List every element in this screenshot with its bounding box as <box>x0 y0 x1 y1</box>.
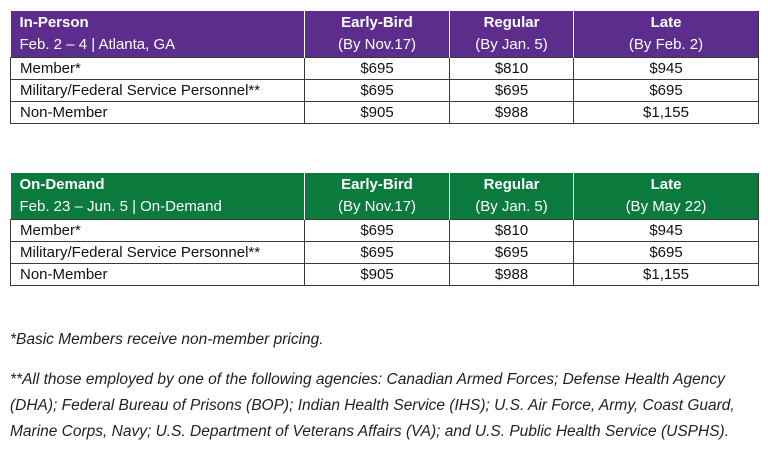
price-cell: $695 <box>304 57 450 80</box>
price-cell: $1,155 <box>573 263 759 286</box>
on-demand-subheading: Feb. 23 – Jun. 5 | On-Demand <box>19 198 222 215</box>
column-title: Late <box>650 14 682 31</box>
row-label: Military/Federal Service Personnel** <box>10 241 305 264</box>
table-row: Military/Federal Service Personnel** $69… <box>10 241 759 264</box>
in-person-pricing-table: In-Person Feb. 2 – 4 | Atlanta, GA Early… <box>10 11 759 124</box>
in-person-subheading: Feb. 2 – 4 | Atlanta, GA <box>19 36 176 53</box>
column-title: Regular <box>483 14 540 31</box>
table-row: Military/Federal Service Personnel** $69… <box>10 79 759 102</box>
regular-header: Regular (By Jan. 5) <box>449 173 574 220</box>
late-header: Late (By Feb. 2) <box>573 11 759 58</box>
price-cell: $1,155 <box>573 101 759 124</box>
column-title: Early-Bird <box>341 176 413 193</box>
price-cell: $695 <box>304 241 450 264</box>
price-cell: $695 <box>304 79 450 102</box>
early-bird-header: Early-Bird (By Nov.17) <box>304 173 450 220</box>
price-cell: $988 <box>449 263 574 286</box>
on-demand-heading: On-Demand <box>19 176 105 193</box>
price-cell: $945 <box>573 57 759 80</box>
column-deadline: (By May 22) <box>625 198 707 215</box>
price-cell: $905 <box>304 101 450 124</box>
table-row: Non-Member $905 $988 $1,155 <box>10 263 759 286</box>
column-title: Regular <box>483 176 540 193</box>
column-title: Early-Bird <box>341 14 413 31</box>
table-row: Member* $695 $810 $945 <box>10 57 759 80</box>
column-deadline: (By Nov.17) <box>337 198 417 215</box>
column-deadline: (By Feb. 2) <box>628 36 704 53</box>
agencies-note: **All those employed by one of the follo… <box>10 371 735 440</box>
price-cell: $695 <box>304 219 450 242</box>
price-cell: $945 <box>573 219 759 242</box>
table-row: Non-Member $905 $988 $1,155 <box>10 101 759 124</box>
row-label: Non-Member <box>10 263 305 286</box>
table-row: Member* $695 $810 $945 <box>10 219 759 242</box>
in-person-header-cell: In-Person Feb. 2 – 4 | Atlanta, GA <box>10 11 305 58</box>
early-bird-header: Early-Bird (By Nov.17) <box>304 11 450 58</box>
column-title: Late <box>650 176 682 193</box>
late-header: Late (By May 22) <box>573 173 759 220</box>
price-cell: $695 <box>573 241 759 264</box>
price-cell: $695 <box>449 241 574 264</box>
row-label: Member* <box>10 57 305 80</box>
table-header-row: On-Demand Feb. 23 – Jun. 5 | On-Demand E… <box>10 173 759 220</box>
regular-header: Regular (By Jan. 5) <box>449 11 574 58</box>
price-cell: $695 <box>449 79 574 102</box>
row-label: Military/Federal Service Personnel** <box>10 79 305 102</box>
column-deadline: (By Jan. 5) <box>475 36 548 53</box>
in-person-heading: In-Person <box>19 14 89 31</box>
price-cell: $988 <box>449 101 574 124</box>
basic-members-note: *Basic Members receive non-member pricin… <box>10 331 324 348</box>
price-cell: $810 <box>449 219 574 242</box>
price-cell: $695 <box>573 79 759 102</box>
column-deadline: (By Nov.17) <box>337 36 417 53</box>
table-header-row: In-Person Feb. 2 – 4 | Atlanta, GA Early… <box>10 11 759 58</box>
price-cell: $810 <box>449 57 574 80</box>
column-deadline: (By Jan. 5) <box>475 198 548 215</box>
on-demand-header-cell: On-Demand Feb. 23 – Jun. 5 | On-Demand <box>10 173 305 220</box>
on-demand-pricing-table: On-Demand Feb. 23 – Jun. 5 | On-Demand E… <box>10 173 759 286</box>
row-label: Member* <box>10 219 305 242</box>
row-label: Non-Member <box>10 101 305 124</box>
price-cell: $905 <box>304 263 450 286</box>
